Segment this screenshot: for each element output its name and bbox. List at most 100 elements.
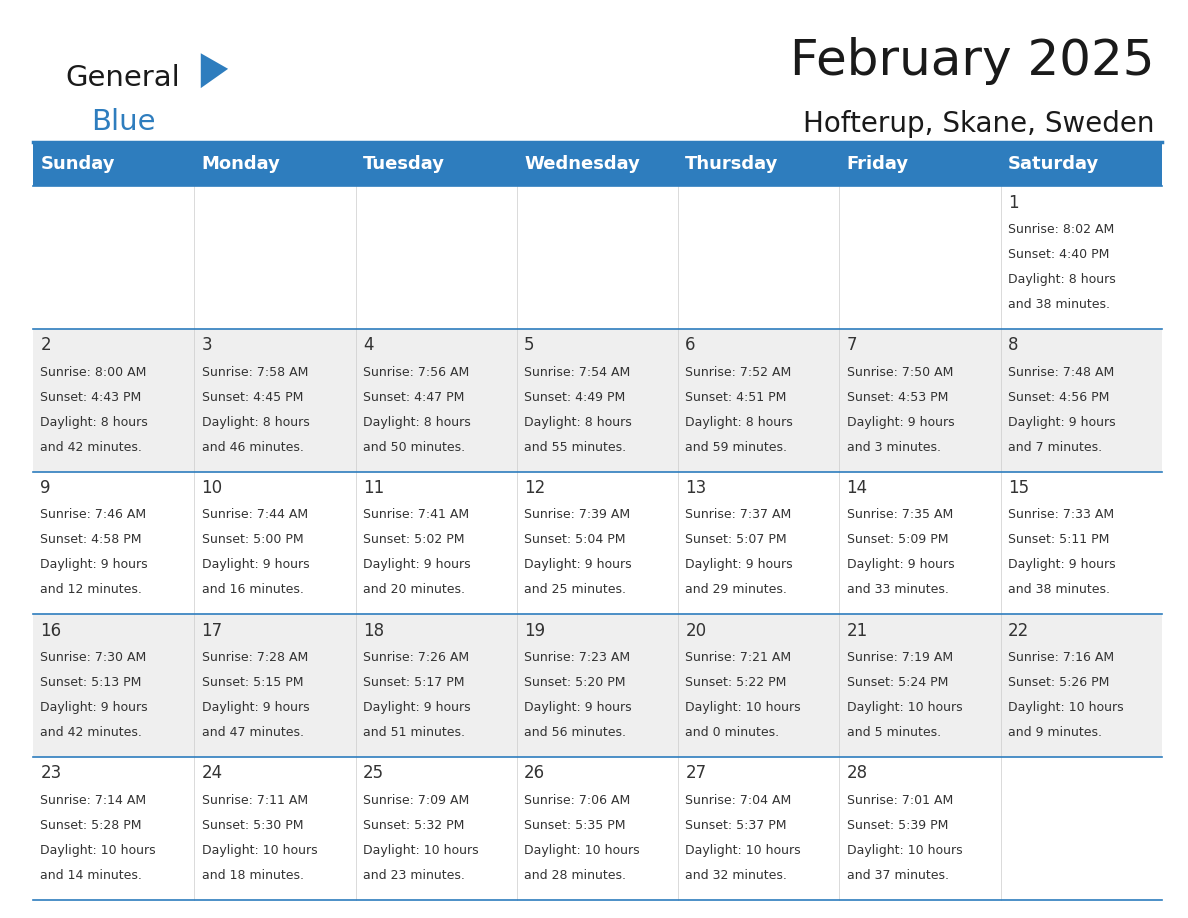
Text: Daylight: 9 hours: Daylight: 9 hours bbox=[202, 558, 309, 571]
Text: 14: 14 bbox=[847, 479, 867, 497]
Text: 18: 18 bbox=[362, 621, 384, 640]
Text: Sunset: 5:32 PM: Sunset: 5:32 PM bbox=[362, 819, 465, 832]
Text: 7: 7 bbox=[847, 336, 857, 354]
Text: Daylight: 9 hours: Daylight: 9 hours bbox=[847, 558, 954, 571]
Text: Daylight: 9 hours: Daylight: 9 hours bbox=[847, 416, 954, 429]
Text: Sunset: 4:49 PM: Sunset: 4:49 PM bbox=[524, 391, 625, 404]
Text: 28: 28 bbox=[847, 765, 867, 782]
Text: and 28 minutes.: and 28 minutes. bbox=[524, 868, 626, 881]
Text: Sunrise: 7:30 AM: Sunrise: 7:30 AM bbox=[40, 651, 146, 664]
Text: 21: 21 bbox=[847, 621, 867, 640]
Text: Sunset: 5:00 PM: Sunset: 5:00 PM bbox=[202, 533, 303, 546]
Bar bbox=[33, 142, 195, 186]
Text: 5: 5 bbox=[524, 336, 535, 354]
Text: Daylight: 8 hours: Daylight: 8 hours bbox=[40, 416, 148, 429]
Text: Sunrise: 7:11 AM: Sunrise: 7:11 AM bbox=[202, 794, 308, 807]
Text: Sunrise: 7:33 AM: Sunrise: 7:33 AM bbox=[1007, 509, 1114, 521]
Text: 20: 20 bbox=[685, 621, 707, 640]
Text: Daylight: 8 hours: Daylight: 8 hours bbox=[362, 416, 470, 429]
Text: and 42 minutes.: and 42 minutes. bbox=[40, 441, 143, 453]
Text: Daylight: 10 hours: Daylight: 10 hours bbox=[524, 844, 639, 856]
Text: Sunrise: 7:37 AM: Sunrise: 7:37 AM bbox=[685, 509, 791, 521]
Text: Daylight: 9 hours: Daylight: 9 hours bbox=[1007, 558, 1116, 571]
Text: Sunrise: 7:04 AM: Sunrise: 7:04 AM bbox=[685, 794, 791, 807]
Text: 16: 16 bbox=[40, 621, 62, 640]
Text: Daylight: 9 hours: Daylight: 9 hours bbox=[40, 558, 148, 571]
Text: Tuesday: Tuesday bbox=[362, 155, 444, 174]
Text: Sunset: 5:26 PM: Sunset: 5:26 PM bbox=[1007, 676, 1110, 689]
Text: Sunset: 5:02 PM: Sunset: 5:02 PM bbox=[362, 533, 465, 546]
Text: Monday: Monday bbox=[202, 155, 280, 174]
Text: and 16 minutes.: and 16 minutes. bbox=[202, 583, 303, 597]
Text: Daylight: 9 hours: Daylight: 9 hours bbox=[362, 558, 470, 571]
Bar bbox=[33, 186, 1162, 329]
Text: and 55 minutes.: and 55 minutes. bbox=[524, 441, 626, 453]
Text: 22: 22 bbox=[1007, 621, 1029, 640]
Text: Sunset: 5:07 PM: Sunset: 5:07 PM bbox=[685, 533, 786, 546]
Text: Sunrise: 7:23 AM: Sunrise: 7:23 AM bbox=[524, 651, 630, 664]
Text: 13: 13 bbox=[685, 479, 707, 497]
Polygon shape bbox=[201, 53, 228, 88]
Text: Sunrise: 7:50 AM: Sunrise: 7:50 AM bbox=[847, 365, 953, 379]
Text: and 42 minutes.: and 42 minutes. bbox=[40, 726, 143, 739]
Text: and 29 minutes.: and 29 minutes. bbox=[685, 583, 788, 597]
Text: Sunset: 5:28 PM: Sunset: 5:28 PM bbox=[40, 819, 141, 832]
Text: Sunset: 5:15 PM: Sunset: 5:15 PM bbox=[202, 676, 303, 689]
Text: Sunrise: 7:52 AM: Sunrise: 7:52 AM bbox=[685, 365, 791, 379]
Text: 11: 11 bbox=[362, 479, 384, 497]
Text: Sunrise: 7:54 AM: Sunrise: 7:54 AM bbox=[524, 365, 631, 379]
Text: and 56 minutes.: and 56 minutes. bbox=[524, 726, 626, 739]
Text: Daylight: 10 hours: Daylight: 10 hours bbox=[685, 844, 801, 856]
Text: Daylight: 10 hours: Daylight: 10 hours bbox=[847, 844, 962, 856]
Text: and 23 minutes.: and 23 minutes. bbox=[362, 868, 465, 881]
Text: Daylight: 8 hours: Daylight: 8 hours bbox=[524, 416, 632, 429]
Text: Sunset: 4:51 PM: Sunset: 4:51 PM bbox=[685, 391, 786, 404]
Bar bbox=[517, 142, 678, 186]
Text: Sunrise: 7:44 AM: Sunrise: 7:44 AM bbox=[202, 509, 308, 521]
Text: Sunset: 5:04 PM: Sunset: 5:04 PM bbox=[524, 533, 626, 546]
Text: Sunset: 5:09 PM: Sunset: 5:09 PM bbox=[847, 533, 948, 546]
Text: Sunrise: 7:56 AM: Sunrise: 7:56 AM bbox=[362, 365, 469, 379]
Text: and 5 minutes.: and 5 minutes. bbox=[847, 726, 941, 739]
Text: and 12 minutes.: and 12 minutes. bbox=[40, 583, 143, 597]
Text: 6: 6 bbox=[685, 336, 696, 354]
Text: Sunset: 4:45 PM: Sunset: 4:45 PM bbox=[202, 391, 303, 404]
Bar bbox=[840, 142, 1000, 186]
Bar bbox=[678, 142, 840, 186]
Text: Daylight: 9 hours: Daylight: 9 hours bbox=[40, 701, 148, 714]
Text: Sunrise: 8:00 AM: Sunrise: 8:00 AM bbox=[40, 365, 147, 379]
Text: Sunset: 5:11 PM: Sunset: 5:11 PM bbox=[1007, 533, 1110, 546]
Bar bbox=[195, 142, 355, 186]
Text: and 50 minutes.: and 50 minutes. bbox=[362, 441, 465, 453]
Text: 17: 17 bbox=[202, 621, 222, 640]
Bar bbox=[33, 757, 1162, 900]
Text: Sunrise: 7:26 AM: Sunrise: 7:26 AM bbox=[362, 651, 469, 664]
Text: Sunrise: 8:02 AM: Sunrise: 8:02 AM bbox=[1007, 223, 1114, 236]
Text: Daylight: 10 hours: Daylight: 10 hours bbox=[685, 701, 801, 714]
Text: Daylight: 8 hours: Daylight: 8 hours bbox=[1007, 273, 1116, 286]
Text: and 33 minutes.: and 33 minutes. bbox=[847, 583, 948, 597]
Text: Sunrise: 7:16 AM: Sunrise: 7:16 AM bbox=[1007, 651, 1114, 664]
Text: Hofterup, Skane, Sweden: Hofterup, Skane, Sweden bbox=[803, 110, 1155, 139]
Text: Daylight: 9 hours: Daylight: 9 hours bbox=[362, 701, 470, 714]
Text: and 14 minutes.: and 14 minutes. bbox=[40, 868, 143, 881]
Bar bbox=[33, 329, 1162, 472]
Text: and 46 minutes.: and 46 minutes. bbox=[202, 441, 303, 453]
Text: Daylight: 10 hours: Daylight: 10 hours bbox=[40, 844, 156, 856]
Text: Daylight: 9 hours: Daylight: 9 hours bbox=[202, 701, 309, 714]
Text: Sunrise: 7:39 AM: Sunrise: 7:39 AM bbox=[524, 509, 630, 521]
Text: and 38 minutes.: and 38 minutes. bbox=[1007, 298, 1110, 311]
Text: Daylight: 10 hours: Daylight: 10 hours bbox=[1007, 701, 1124, 714]
Text: 19: 19 bbox=[524, 621, 545, 640]
Text: 10: 10 bbox=[202, 479, 222, 497]
Text: Thursday: Thursday bbox=[685, 155, 778, 174]
Text: Blue: Blue bbox=[91, 108, 156, 137]
Text: and 51 minutes.: and 51 minutes. bbox=[362, 726, 465, 739]
Text: and 38 minutes.: and 38 minutes. bbox=[1007, 583, 1110, 597]
Text: 9: 9 bbox=[40, 479, 51, 497]
Text: Sunset: 5:20 PM: Sunset: 5:20 PM bbox=[524, 676, 626, 689]
Text: Saturday: Saturday bbox=[1007, 155, 1099, 174]
Text: Friday: Friday bbox=[847, 155, 909, 174]
Text: Sunset: 4:43 PM: Sunset: 4:43 PM bbox=[40, 391, 141, 404]
Text: Sunset: 4:56 PM: Sunset: 4:56 PM bbox=[1007, 391, 1110, 404]
